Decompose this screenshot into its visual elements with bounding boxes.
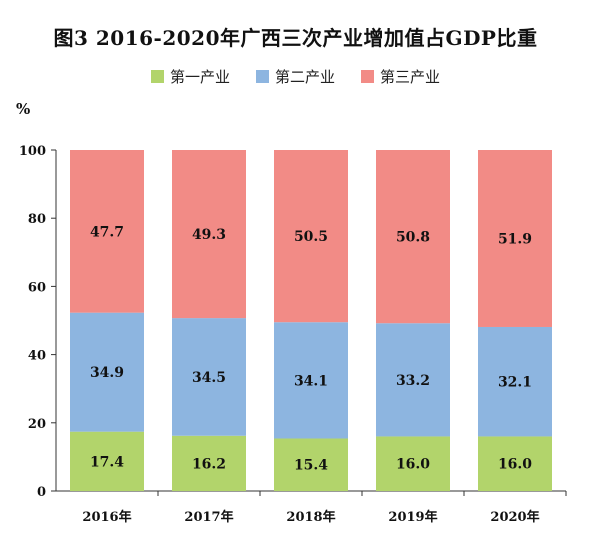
y-tick-label: 60 (28, 280, 46, 295)
bar-segment (70, 312, 144, 432)
data-label: 34.9 (90, 365, 124, 381)
data-label: 32.1 (498, 375, 532, 391)
x-tick-label: 2019年 (388, 509, 437, 525)
data-label: 16.0 (396, 457, 430, 473)
y-tick-label: 100 (19, 144, 46, 159)
bar-segment (274, 150, 348, 323)
bar-segment (376, 323, 450, 437)
legend-swatch-tertiary (361, 70, 374, 83)
legend-label-secondary: 第二产业 (274, 68, 335, 86)
data-label: 50.8 (396, 230, 430, 246)
data-label: 16.2 (192, 456, 226, 472)
data-label: 15.4 (294, 458, 328, 474)
legend-item-tertiary: 第三产业 (361, 66, 440, 87)
x-tick-label: 2017年 (184, 509, 233, 525)
y-tick-label: 80 (28, 212, 46, 227)
data-label: 47.7 (90, 224, 124, 240)
bar-segment (70, 150, 144, 313)
data-label: 50.5 (294, 229, 328, 245)
y-tick-label: 0 (37, 485, 46, 500)
y-tick-label: 40 (28, 349, 46, 364)
data-label: 34.5 (192, 370, 226, 386)
y-tick-label: 20 (28, 417, 46, 432)
data-label: 16.0 (498, 457, 532, 473)
data-label: 33.2 (396, 373, 430, 389)
legend-item-primary: 第一产业 (150, 66, 230, 87)
legend-swatch-primary (150, 70, 164, 83)
legend-label-tertiary: 第三产业 (380, 68, 441, 86)
data-label: 34.1 (294, 373, 328, 389)
legend: 第一产业 第二产业 第三产业 (0, 66, 591, 87)
y-axis-unit: % (16, 100, 31, 118)
legend-label-primary: 第一产业 (169, 68, 230, 86)
data-label: 51.9 (498, 231, 532, 247)
bar-segment (172, 435, 246, 491)
chart-title: 图3 2016-2020年广西三次产业增加值占GDP比重 (53, 26, 538, 50)
data-label: 49.3 (192, 227, 226, 243)
legend-swatch-secondary (255, 70, 269, 83)
bar-segment (478, 326, 552, 437)
bar-segment (478, 150, 552, 327)
bar-segment (70, 431, 144, 491)
bar-segment (274, 322, 348, 439)
legend-item-secondary: 第二产业 (255, 66, 335, 87)
data-label: 17.4 (90, 454, 124, 470)
x-tick-label: 2018年 (286, 509, 335, 525)
bar-segment (376, 436, 450, 491)
x-tick-label: 2016年 (82, 509, 131, 525)
bar-segment (478, 436, 552, 491)
bar-segment (172, 318, 246, 436)
bar-segment (376, 150, 450, 324)
x-tick-label: 2020年 (490, 509, 539, 525)
bar-segment (172, 150, 246, 319)
bar-segment (274, 438, 348, 491)
